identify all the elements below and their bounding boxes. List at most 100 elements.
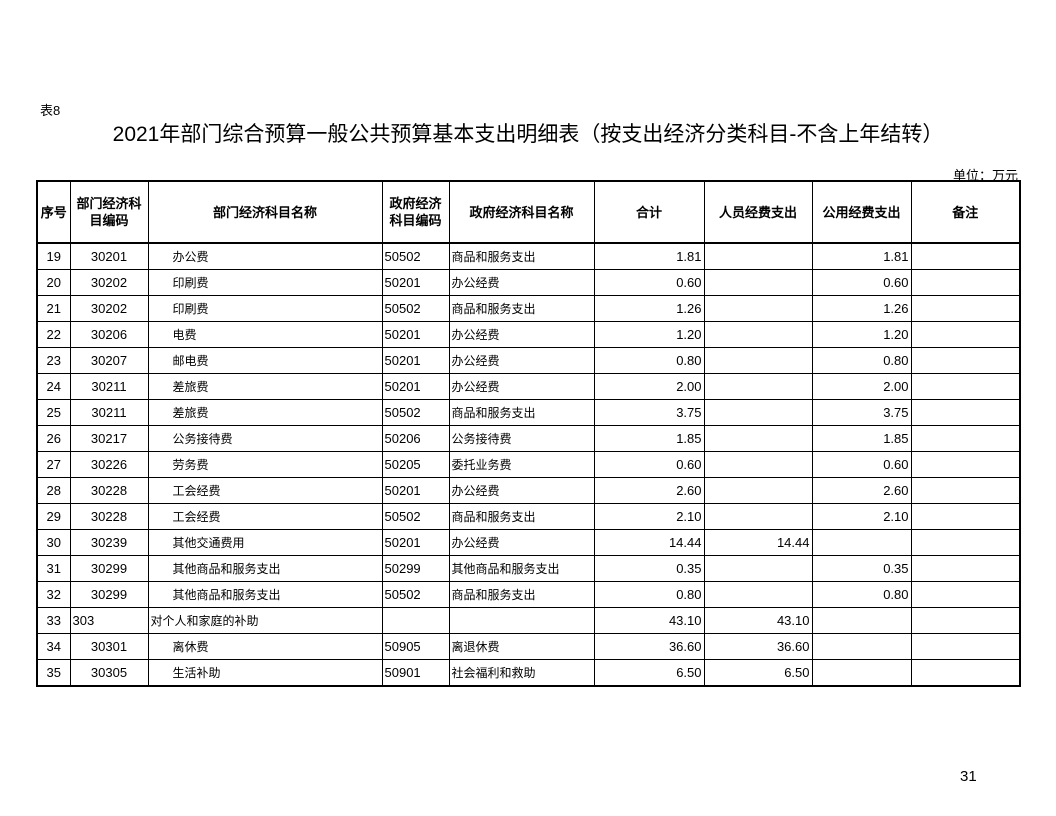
cell-dept-code: 30305 xyxy=(69,659,149,687)
cell-personnel: 14.44 xyxy=(703,529,813,556)
cell-dept-name: 其他商品和服务支出 xyxy=(147,581,383,608)
cell-gov-code: 50502 xyxy=(381,242,450,270)
cell-dept-name: 工会经费 xyxy=(147,477,383,504)
cell-dept-name: 对个人和家庭的补助 xyxy=(147,607,383,634)
cell-gov-name: 委托业务费 xyxy=(448,451,595,478)
cell-total: 43.10 xyxy=(593,607,705,634)
cell-gov-name: 办公经费 xyxy=(448,347,595,374)
table-row: 33 303 对个人和家庭的补助 43.10 43.10 xyxy=(36,607,1021,634)
cell-gov-code: 50502 xyxy=(381,295,450,322)
cell-remarks xyxy=(910,295,1021,322)
cell-public: 1.20 xyxy=(811,321,912,348)
cell-total: 0.60 xyxy=(593,451,705,478)
cell-seq: 24 xyxy=(36,373,71,400)
cell-public: 1.26 xyxy=(811,295,912,322)
cell-public: 0.35 xyxy=(811,555,912,582)
cell-gov-name: 办公经费 xyxy=(448,373,595,400)
cell-gov-code: 50201 xyxy=(381,373,450,400)
cell-dept-code: 30299 xyxy=(69,555,149,582)
cell-gov-name: 办公经费 xyxy=(448,477,595,504)
cell-total: 1.20 xyxy=(593,321,705,348)
cell-seq: 27 xyxy=(36,451,71,478)
cell-total: 3.75 xyxy=(593,399,705,426)
cell-gov-name: 社会福利和救助 xyxy=(448,659,595,687)
cell-total: 2.60 xyxy=(593,477,705,504)
cell-dept-name: 公务接待费 xyxy=(147,425,383,452)
cell-public: 1.81 xyxy=(811,242,912,270)
cell-dept-name: 差旅费 xyxy=(147,373,383,400)
cell-remarks xyxy=(910,659,1021,687)
cell-gov-code: 50201 xyxy=(381,321,450,348)
table-row: 29 30228 工会经费 50502 商品和服务支出 2.10 2.10 xyxy=(36,503,1021,530)
cell-public: 3.75 xyxy=(811,399,912,426)
cell-dept-name: 其他交通费用 xyxy=(147,529,383,556)
cell-seq: 20 xyxy=(36,269,71,296)
table-row: 30 30239 其他交通费用 50201 办公经费 14.44 14.44 xyxy=(36,529,1021,556)
cell-dept-name: 劳务费 xyxy=(147,451,383,478)
cell-personnel xyxy=(703,503,813,530)
cell-seq: 35 xyxy=(36,659,71,687)
cell-gov-name: 办公经费 xyxy=(448,269,595,296)
cell-seq: 32 xyxy=(36,581,71,608)
cell-dept-code: 30206 xyxy=(69,321,149,348)
cell-personnel xyxy=(703,269,813,296)
table-row: 23 30207 邮电费 50201 办公经费 0.80 0.80 xyxy=(36,347,1021,374)
cell-gov-code: 50201 xyxy=(381,477,450,504)
cell-remarks xyxy=(910,425,1021,452)
cell-public: 0.60 xyxy=(811,269,912,296)
cell-public xyxy=(811,607,912,634)
table-row: 32 30299 其他商品和服务支出 50502 商品和服务支出 0.80 0.80 xyxy=(36,581,1021,608)
cell-dept-code: 30301 xyxy=(69,633,149,660)
cell-public: 2.10 xyxy=(811,503,912,530)
cell-remarks xyxy=(910,373,1021,400)
cell-personnel: 36.60 xyxy=(703,633,813,660)
cell-seq: 28 xyxy=(36,477,71,504)
cell-dept-name: 办公费 xyxy=(147,242,383,270)
cell-total: 6.50 xyxy=(593,659,705,687)
cell-public: 0.80 xyxy=(811,347,912,374)
cell-seq: 31 xyxy=(36,555,71,582)
cell-gov-name: 商品和服务支出 xyxy=(448,242,595,270)
cell-personnel xyxy=(703,425,813,452)
cell-total: 36.60 xyxy=(593,633,705,660)
budget-table: 序号 部门经济科目编码 部门经济科目名称 政府经济科目编码 政府经济科目名称 合计 人员经费… xyxy=(36,180,1021,687)
cell-dept-code: 30226 xyxy=(69,451,149,478)
cell-remarks xyxy=(910,321,1021,348)
cell-gov-name: 办公经费 xyxy=(448,529,595,556)
cell-public: 0.60 xyxy=(811,451,912,478)
table-row: 28 30228 工会经费 50201 办公经费 2.60 2.60 xyxy=(36,477,1021,504)
cell-public xyxy=(811,529,912,556)
cell-personnel xyxy=(703,555,813,582)
cell-gov-code: 50901 xyxy=(381,659,450,687)
table-row: 31 30299 其他商品和服务支出 50299 其他商品和服务支出 0.35 0.35 xyxy=(36,555,1021,582)
cell-dept-name: 邮电费 xyxy=(147,347,383,374)
table-row: 35 30305 生活补助 50901 社会福利和救助 6.50 6.50 xyxy=(36,659,1021,687)
header-gov-code: 政府经济科目编码 xyxy=(381,180,450,244)
cell-seq: 29 xyxy=(36,503,71,530)
cell-seq: 21 xyxy=(36,295,71,322)
cell-dept-code: 30239 xyxy=(69,529,149,556)
cell-dept-code: 303 xyxy=(69,607,149,634)
cell-total: 2.00 xyxy=(593,373,705,400)
cell-gov-name: 公务接待费 xyxy=(448,425,595,452)
cell-dept-code: 30228 xyxy=(69,477,149,504)
table-row: 19 30201 办公费 50502 商品和服务支出 1.81 1.81 xyxy=(36,242,1021,270)
cell-public xyxy=(811,659,912,687)
cell-gov-name xyxy=(448,607,595,634)
cell-personnel xyxy=(703,477,813,504)
cell-gov-name: 商品和服务支出 xyxy=(448,399,595,426)
cell-dept-code: 30207 xyxy=(69,347,149,374)
cell-remarks xyxy=(910,269,1021,296)
cell-remarks xyxy=(910,399,1021,426)
cell-dept-name: 电费 xyxy=(147,321,383,348)
cell-public xyxy=(811,633,912,660)
cell-personnel xyxy=(703,373,813,400)
header-dept-name: 部门经济科目名称 xyxy=(147,180,383,244)
cell-seq: 22 xyxy=(36,321,71,348)
table-row: 24 30211 差旅费 50201 办公经费 2.00 2.00 xyxy=(36,373,1021,400)
cell-remarks xyxy=(910,607,1021,634)
cell-seq: 30 xyxy=(36,529,71,556)
page-title: 2021年部门综合预算一般公共预算基本支出明细表（按支出经济分类科目-不含上年结… xyxy=(112,123,944,146)
cell-remarks xyxy=(910,242,1021,270)
cell-public: 1.85 xyxy=(811,425,912,452)
